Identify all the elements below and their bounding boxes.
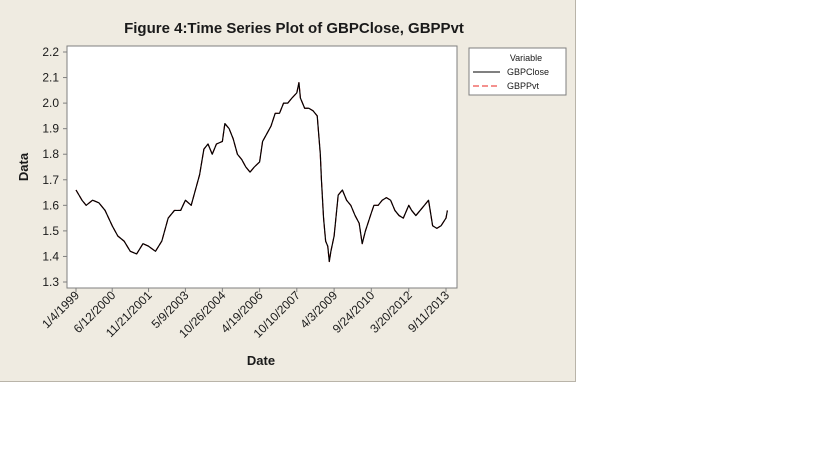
y-axis: 1.3 1.4 1.5 1.6 1.7 1.8 1.9 2.0 2.1 2.2: [42, 45, 67, 289]
y-tick-label: 1.6: [42, 198, 59, 212]
plot-area: [66, 45, 458, 289]
series-line-gbpclose: [75, 82, 448, 263]
chart-title: Figure 4:Time Series Plot of GBPClose, G…: [124, 20, 464, 37]
y-tick-label: 1.7: [42, 173, 59, 187]
x-axis: 1/4/19996/12/200011/21/20015/9/200310/26…: [39, 288, 452, 341]
y-tick-label: 2.1: [42, 71, 59, 85]
y-tick-label: 1.9: [42, 122, 59, 136]
x-axis-label: Date: [247, 353, 275, 368]
y-axis-label: Data: [16, 152, 31, 181]
y-tick-label: 2.2: [42, 45, 59, 59]
y-tick-label: 2.0: [42, 96, 59, 110]
legend-label-gbpclose: GBPClose: [507, 67, 549, 77]
legend-label-gbppvt: GBPPvt: [507, 81, 540, 91]
legend: Variable GBPClose GBPPvt: [468, 47, 567, 96]
y-tick-label: 1.5: [42, 224, 59, 238]
y-tick-label: 1.3: [42, 275, 59, 289]
y-tick-label: 1.8: [42, 147, 59, 161]
x-tick-label: 9/11/2013: [405, 288, 452, 335]
y-tick-label: 1.4: [42, 249, 59, 263]
legend-title: Variable: [510, 53, 542, 63]
series-layer: [75, 82, 448, 263]
